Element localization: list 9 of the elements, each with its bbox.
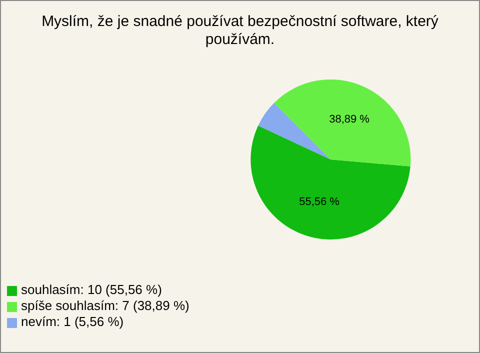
pie-slice — [258, 102, 331, 160]
legend-label: souhlasím: 10 (55,56 %) — [21, 282, 162, 297]
legend-label: spíše souhlasím: 7 (38,89 %) — [21, 298, 190, 313]
chart-title: Myslím, že je snadné používat bezpečnostní software, který používám. — [41, 13, 439, 49]
data-label: 38,89 % — [329, 114, 370, 126]
data-label: 55,56 % — [299, 196, 340, 208]
legend-label: nevím: 1 (5,56 %) — [21, 314, 124, 329]
pie-slice — [274, 79, 411, 166]
pie-slice — [250, 126, 410, 240]
